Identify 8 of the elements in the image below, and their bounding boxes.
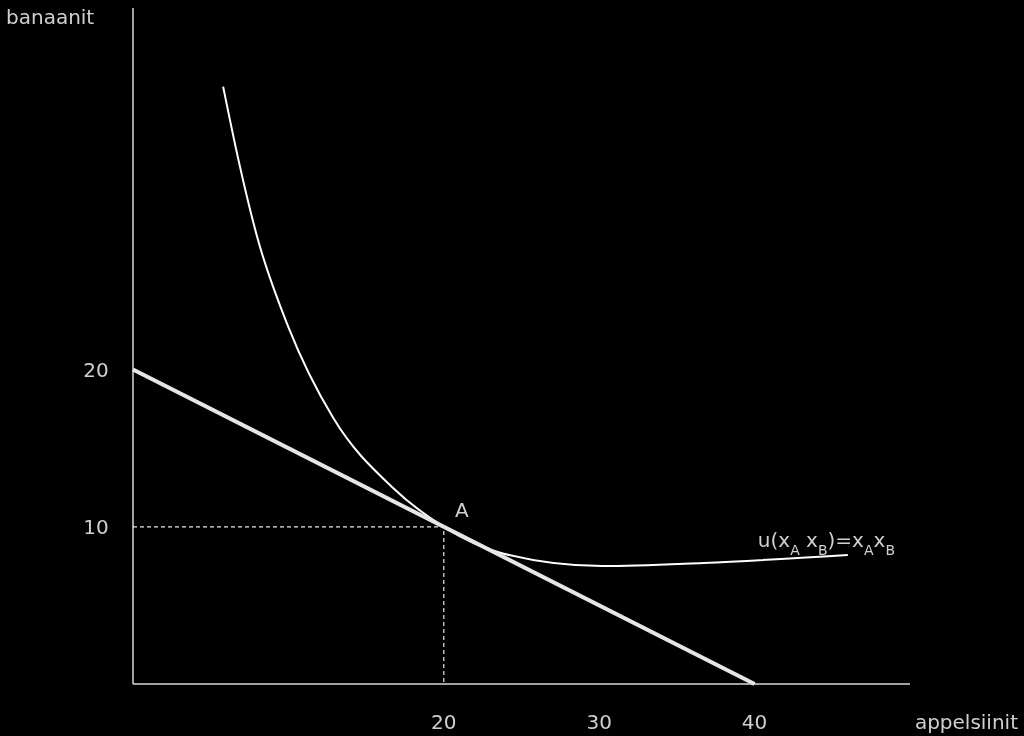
y-tick-label: 10	[83, 514, 109, 539]
y-axis-title: banaanit	[6, 5, 95, 29]
x-axis-title: appelsiinit	[914, 710, 1019, 734]
x-tick-label: 40	[741, 710, 768, 734]
annotation: A	[454, 497, 469, 522]
x-tick-label: 20	[431, 710, 457, 734]
x-tick-label: 30	[586, 710, 612, 734]
annotation: u(x$_{A}$ x$_{B}$)=x$_{A}$x$_{B}$	[757, 528, 895, 559]
